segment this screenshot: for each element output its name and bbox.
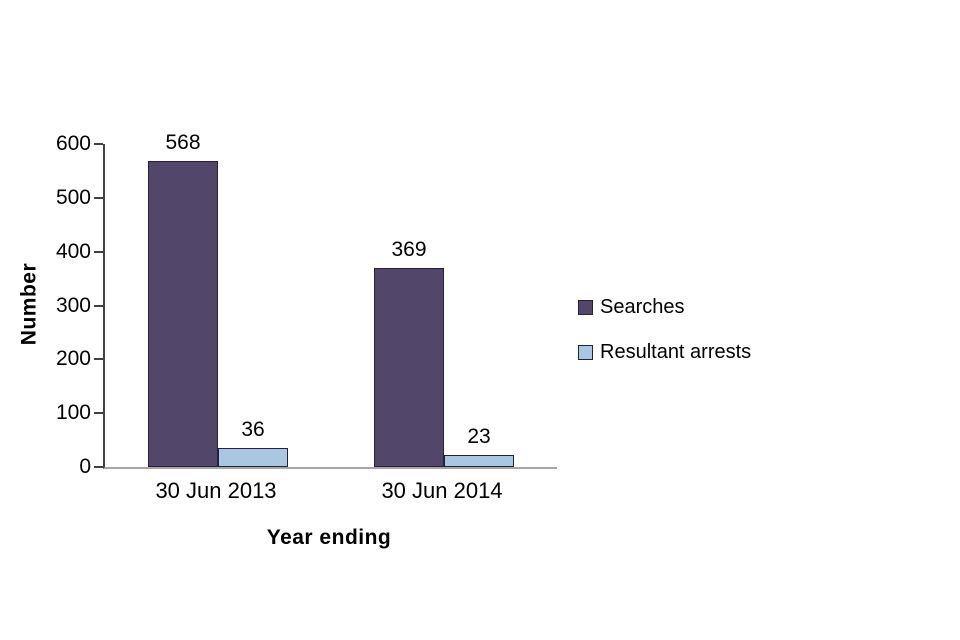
y-tick-label: 400: [55, 239, 91, 263]
x-axis-labels: 30 Jun 2013 30 Jun 2014: [103, 478, 555, 508]
bar-value-label: 36: [241, 417, 265, 441]
y-tick-mark: [94, 304, 103, 307]
y-tick-label: 300: [55, 293, 91, 317]
legend: Searches Resultant arrests: [578, 296, 751, 364]
bar-searches: [374, 268, 444, 467]
bar-value-label: 568: [165, 131, 201, 155]
y-tick-label: 500: [55, 185, 91, 209]
bar-value-label: 369: [391, 238, 427, 262]
legend-marker: [578, 345, 593, 360]
y-tick-mark: [94, 143, 103, 145]
y-tick-mark: [94, 412, 103, 415]
y-tick-mark: [94, 196, 103, 199]
legend-item: Resultant arrests: [578, 341, 751, 364]
x-axis-title: Year ending: [266, 526, 392, 549]
y-tick-label: 200: [55, 347, 91, 371]
legend-label: Resultant arrests: [600, 341, 752, 363]
plot-area: 0 100 200 300 400 500 600 568 36 369 23: [56, 131, 557, 478]
legend-item: Searches: [578, 296, 751, 319]
bar-searches: [148, 161, 218, 467]
x-category-label: 30 Jun 2014: [381, 478, 503, 503]
bar-resultant-arrests: [218, 448, 288, 467]
y-tick-mark: [94, 250, 103, 253]
y-tick-label: 600: [55, 132, 91, 155]
y-tick-mark: [94, 466, 103, 468]
y-tick-label: 0: [79, 455, 91, 478]
y-axis-title: Number: [17, 262, 41, 346]
legend-marker: [578, 300, 593, 315]
bar-resultant-arrests: [444, 455, 514, 467]
x-category-label: 30 Jun 2013: [155, 478, 277, 503]
bar-value-label: 23: [467, 424, 491, 448]
y-tick-mark: [94, 358, 103, 361]
y-tick-label: 100: [55, 401, 91, 425]
legend-label: Searches: [600, 296, 685, 318]
